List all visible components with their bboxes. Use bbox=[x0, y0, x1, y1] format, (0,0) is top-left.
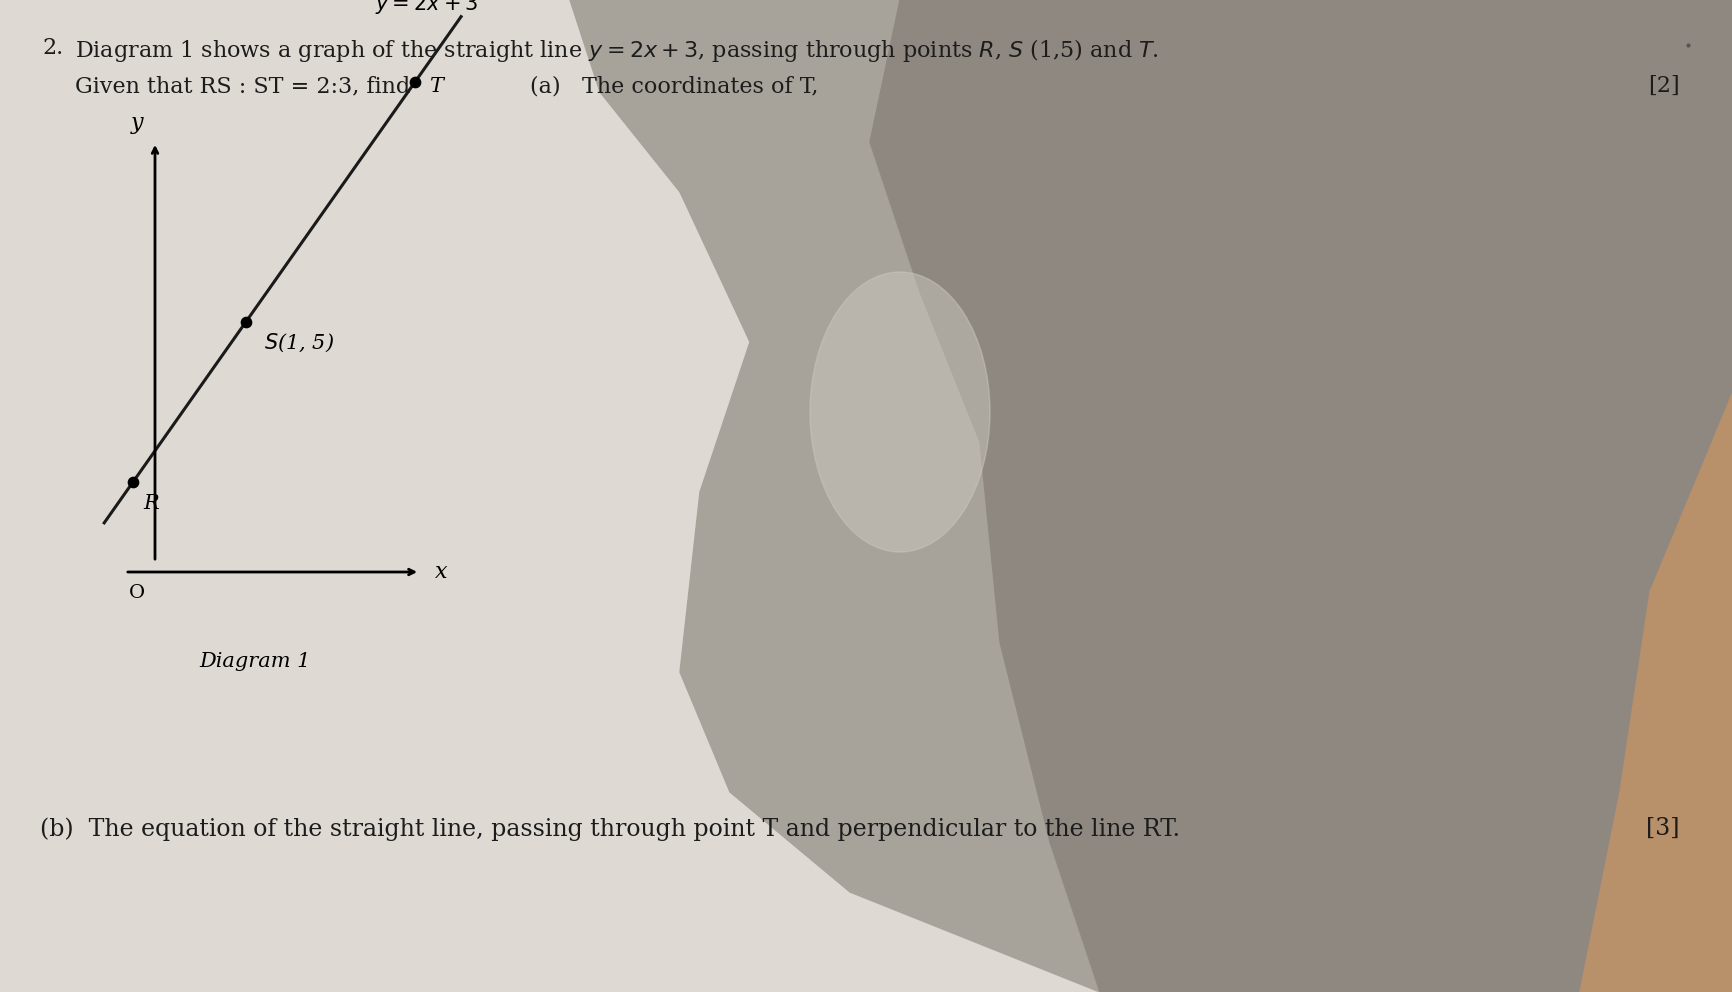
Text: O: O bbox=[128, 584, 145, 602]
Text: Given that RS : ST = 2:3, find: Given that RS : ST = 2:3, find bbox=[74, 75, 410, 97]
Polygon shape bbox=[570, 0, 1732, 992]
Text: $y = 2x + 3$: $y = 2x + 3$ bbox=[374, 0, 478, 16]
Text: T: T bbox=[430, 77, 443, 96]
Point bbox=[232, 314, 260, 330]
Text: [3]: [3] bbox=[1645, 817, 1678, 840]
Text: x: x bbox=[435, 561, 447, 583]
Ellipse shape bbox=[809, 272, 989, 552]
Polygon shape bbox=[1580, 392, 1732, 992]
Text: R: R bbox=[144, 494, 159, 513]
Text: Diagram 1: Diagram 1 bbox=[199, 652, 310, 671]
Text: (b)  The equation of the straight line, passing through point T and perpendicula: (b) The equation of the straight line, p… bbox=[40, 817, 1179, 840]
Text: [2]: [2] bbox=[1647, 75, 1678, 97]
Text: Diagram 1 shows a graph of the straight line $y = 2x + 3$, passing through point: Diagram 1 shows a graph of the straight … bbox=[74, 37, 1159, 64]
Text: (a)   The coordinates of T,: (a) The coordinates of T, bbox=[530, 75, 818, 97]
Point bbox=[120, 474, 147, 490]
Text: 2.: 2. bbox=[42, 37, 62, 59]
Text: $S$(1, 5): $S$(1, 5) bbox=[263, 332, 334, 354]
Text: y: y bbox=[130, 112, 144, 134]
Point bbox=[400, 74, 428, 90]
Polygon shape bbox=[869, 0, 1732, 992]
